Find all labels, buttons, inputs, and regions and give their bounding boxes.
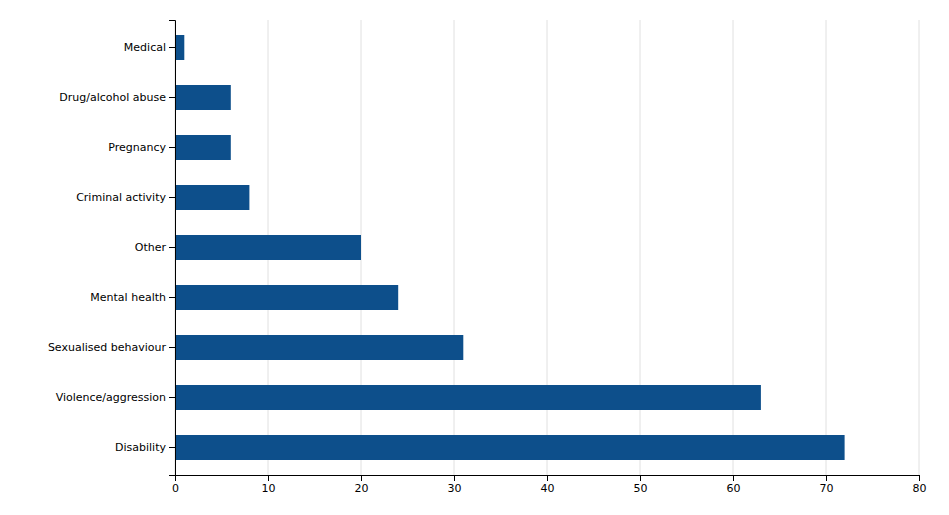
bars bbox=[175, 35, 845, 460]
tick-mark bbox=[169, 347, 175, 348]
tick-mark bbox=[169, 447, 175, 448]
chart-svg: 0 10 20 30 40 50 60 70 80 Disability Violence/aggr… bbox=[0, 0, 949, 515]
axis-line bbox=[169, 21, 176, 476]
bar bbox=[175, 85, 231, 110]
tick-mark bbox=[454, 475, 455, 481]
tick-label: Violence/aggression bbox=[56, 391, 166, 404]
bar bbox=[175, 235, 361, 260]
tick-mark bbox=[169, 147, 175, 148]
y-tick: Pregnancy bbox=[108, 141, 175, 154]
tick-mark bbox=[733, 475, 734, 481]
x-tick: 10 bbox=[262, 475, 276, 495]
x-tick: 40 bbox=[541, 475, 555, 495]
y-tick: Criminal activity bbox=[76, 191, 175, 204]
y-tick: Mental health bbox=[90, 291, 175, 304]
tick-label: Sexualised behaviour bbox=[48, 341, 167, 354]
tick-label: Medical bbox=[124, 41, 166, 54]
x-tick: 70 bbox=[820, 475, 834, 495]
tick-label: 50 bbox=[634, 482, 648, 495]
plot-area: 0 10 20 30 40 50 60 70 80 Disability Violence/aggr… bbox=[48, 20, 927, 495]
tick-label: Pregnancy bbox=[108, 141, 166, 154]
tick-label: Criminal activity bbox=[76, 191, 166, 204]
bar bbox=[175, 35, 184, 60]
tick-label: 60 bbox=[727, 482, 741, 495]
tick-mark bbox=[169, 197, 175, 198]
x-tick: 20 bbox=[355, 475, 369, 495]
chart-container: 0 10 20 30 40 50 60 70 80 Disability Violence/aggr… bbox=[0, 0, 949, 515]
x-tick: 60 bbox=[727, 475, 741, 495]
x-tick: 80 bbox=[913, 475, 927, 495]
bar bbox=[175, 135, 231, 160]
tick-mark bbox=[169, 247, 175, 248]
tick-label: Drug/alcohol abuse bbox=[59, 91, 166, 104]
grid bbox=[175, 20, 919, 475]
tick-mark bbox=[268, 475, 269, 481]
tick-mark bbox=[169, 97, 175, 98]
tick-label: 20 bbox=[355, 482, 369, 495]
tick-mark bbox=[169, 397, 175, 398]
bar bbox=[175, 385, 761, 410]
tick-mark bbox=[361, 475, 362, 481]
tick-label: Mental health bbox=[90, 291, 166, 304]
y-tick: Other bbox=[135, 241, 175, 254]
y-axis: Disability Violence/aggression Sexualised … bbox=[48, 21, 176, 476]
y-tick: Disability bbox=[115, 441, 175, 454]
y-tick: Violence/aggression bbox=[56, 391, 175, 404]
tick-label: Disability bbox=[115, 441, 166, 454]
tick-mark bbox=[169, 297, 175, 298]
tick-label: 10 bbox=[262, 482, 276, 495]
tick-mark bbox=[640, 475, 641, 481]
x-tick: 50 bbox=[634, 475, 648, 495]
tick-label: 0 bbox=[172, 482, 179, 495]
tick-label: Other bbox=[135, 241, 167, 254]
axis-line bbox=[176, 476, 920, 482]
y-tick: Medical bbox=[124, 41, 175, 54]
bar bbox=[175, 435, 845, 460]
tick-label: 80 bbox=[913, 482, 927, 495]
tick-label: 40 bbox=[541, 482, 555, 495]
tick-mark bbox=[547, 475, 548, 481]
bar bbox=[175, 185, 249, 210]
tick-label: 70 bbox=[820, 482, 834, 495]
y-tick: Drug/alcohol abuse bbox=[59, 91, 175, 104]
bar bbox=[175, 285, 398, 310]
tick-label: 30 bbox=[448, 482, 462, 495]
tick-mark bbox=[826, 475, 827, 481]
x-tick: 0 bbox=[172, 475, 179, 495]
grid-line bbox=[919, 20, 920, 475]
bar bbox=[175, 335, 463, 360]
y-tick: Sexualised behaviour bbox=[48, 341, 175, 354]
x-tick: 30 bbox=[448, 475, 462, 495]
tick-mark bbox=[169, 47, 175, 48]
x-axis: 0 10 20 30 40 50 60 70 80 bbox=[172, 475, 927, 495]
tick-mark bbox=[919, 475, 920, 481]
grid-line bbox=[826, 20, 827, 475]
